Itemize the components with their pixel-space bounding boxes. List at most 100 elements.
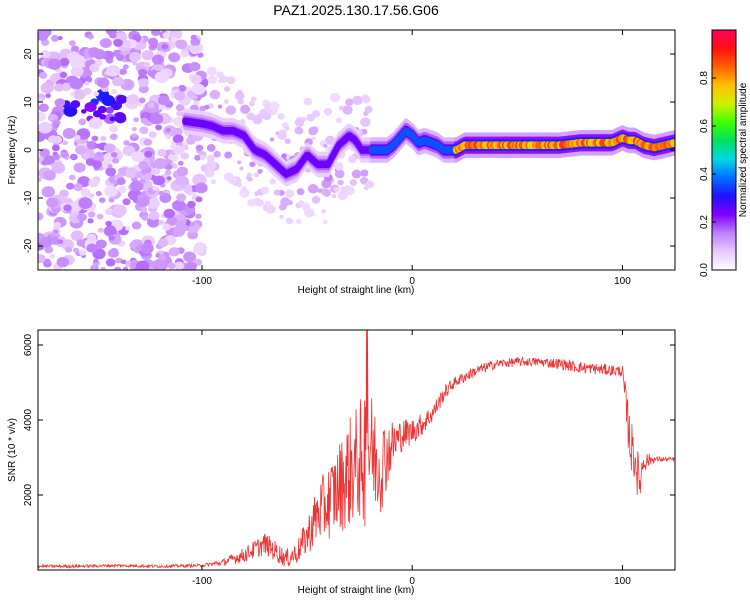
spectrogram-cell [317, 188, 322, 193]
spectrogram-cell [189, 45, 201, 55]
spectrogram-cell [96, 151, 102, 156]
snr-y-axis: 2000 4000 6000 [23, 333, 675, 506]
spectrogram-cell [296, 188, 305, 196]
spectrogram-cell [335, 117, 342, 124]
spectrogram-cell [176, 166, 189, 177]
spectrogram-cell [70, 45, 80, 53]
spectrogram-cell [78, 118, 87, 126]
spectrogram-cell [140, 206, 148, 213]
spectrogram-cell [45, 93, 51, 99]
spectrogram-cell [108, 235, 115, 241]
spectrogram-cell [250, 96, 257, 102]
spectrogram-y-axis: -20 -10 0 10 20 [23, 48, 675, 253]
spectrogram-cell [181, 225, 190, 232]
colorbar-tick-label: 0.6 [699, 119, 710, 133]
spectrogram-cell [38, 111, 47, 122]
spectrogram-cell [88, 193, 95, 199]
spectrogram-cell [170, 37, 177, 43]
spectrogram-cell [165, 128, 171, 133]
spectrogram-x-axis: -100 0 100 [192, 30, 631, 287]
spectrogram-cell [63, 204, 72, 212]
colorbar-tick-label: 0.4 [699, 167, 710, 181]
spectrogram-cell [195, 196, 203, 203]
spectrogram-cell [180, 50, 189, 58]
spectrogram-cell [87, 34, 94, 40]
spectrogram-cell [239, 166, 244, 171]
spectrogram-cell [265, 204, 276, 214]
spectrogram-cell [80, 109, 87, 114]
spectrogram-cell [109, 32, 117, 39]
spectrogram-cell [210, 179, 217, 185]
spectrogram-cell [47, 58, 62, 70]
y-tick-label: 6000 [23, 333, 34, 356]
spectrogram-cell [122, 198, 131, 206]
spectrogram-cell [149, 113, 164, 125]
spectrogram-cell [93, 258, 99, 263]
spectrogram-cell [241, 186, 248, 193]
spectrogram-cell [173, 91, 186, 101]
colorbar-label: Normalized spectral amplitude [738, 82, 749, 217]
spectrogram-cell [70, 56, 85, 69]
spectrogram-cell [188, 61, 201, 72]
spectrogram-cell [281, 153, 287, 159]
spectrogram-cell [177, 160, 184, 166]
spectrogram-cell [104, 185, 119, 198]
spectrogram-cell [110, 88, 118, 95]
spectrogram-cell [172, 127, 183, 136]
spectrogram-cell [322, 219, 328, 224]
spectrogram-cell [107, 248, 119, 258]
spectrogram-cell [39, 148, 51, 158]
spectrogram-cell [62, 140, 68, 146]
spectrogram-cell [139, 178, 146, 184]
y-tick-label: 0 [23, 147, 34, 153]
spectrogram-cell [260, 186, 270, 195]
x-tick-label: -100 [192, 276, 212, 287]
spectrogram-cell [158, 254, 166, 261]
spectrogram-cell [56, 257, 70, 268]
spectrogram-cell [155, 124, 163, 131]
spectrogram-cell [131, 127, 137, 132]
spectrogram-cell [253, 172, 260, 178]
spectrogram-cell [172, 145, 185, 155]
spectrogram-cell [197, 52, 204, 58]
spectrogram-cell [209, 89, 221, 100]
snr-series-line [38, 330, 675, 570]
spectrogram-cell [59, 57, 70, 67]
spectrogram-cell [51, 162, 66, 174]
spectrogram-cell [187, 200, 196, 209]
snr-plot [38, 330, 675, 570]
spectrogram-cell [312, 110, 321, 118]
spectrogram-cell [322, 189, 331, 197]
spectrogram-cell [94, 59, 103, 67]
spectrogram-cell [147, 102, 155, 109]
spectrogram-cell [57, 239, 64, 245]
spectrogram-cell [105, 167, 117, 177]
spectrogram-cell [38, 212, 44, 221]
spectrogram-cell [57, 35, 63, 41]
spectrogram-cell [105, 106, 114, 114]
spectrogram-cell [93, 91, 100, 97]
spectrogram-cell [191, 83, 206, 95]
spectrogram-cell [138, 84, 149, 94]
spectrogram-cell [46, 197, 59, 208]
spectrogram-cell [109, 124, 119, 133]
spectrogram-cell [105, 220, 112, 227]
spectrogram-cell [51, 144, 60, 152]
spectrogram-cell [121, 40, 132, 49]
spectrogram-cell [254, 191, 260, 197]
spectrogram-cell [303, 97, 313, 106]
spectrogram-cell [101, 95, 116, 107]
spectrogram-cell [78, 197, 93, 209]
colorbar-axis: 0.0 0.2 0.4 0.6 0.8 [699, 71, 716, 277]
spectrogram-cell [311, 196, 321, 204]
spectrogram-cell [183, 251, 197, 263]
spectrogram-cell [249, 161, 256, 168]
colorbar-tick-label: 0.8 [699, 71, 710, 85]
colorbar [711, 29, 737, 271]
spectrogram-cell [172, 199, 186, 212]
spectrogram-cell [93, 49, 106, 60]
spectrogram-cell [321, 209, 326, 214]
spectrogram-cell [338, 105, 344, 111]
y-tick-label: -20 [23, 238, 34, 253]
spectrogram-cell [84, 76, 93, 83]
